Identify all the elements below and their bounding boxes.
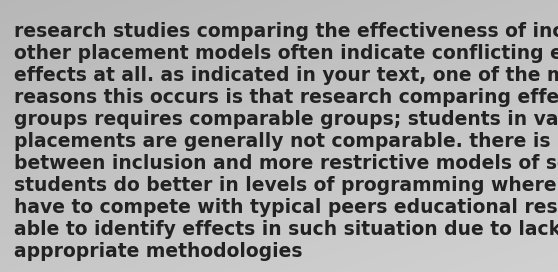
Text: placements are generally not comparable. there is no difference: placements are generally not comparable.… [14, 132, 558, 151]
Text: able to identify effects in such situation due to lack of: able to identify effects in such situati… [14, 220, 558, 239]
Text: reasons this occurs is that research comparing effects across: reasons this occurs is that research com… [14, 88, 558, 107]
Text: appropriate methodologies: appropriate methodologies [14, 242, 302, 261]
Text: groups requires comparable groups; students in various: groups requires comparable groups; stude… [14, 110, 558, 129]
Text: other placement models often indicate conflicting effects or no: other placement models often indicate co… [14, 44, 558, 63]
Text: have to compete with typical peers educational research is not: have to compete with typical peers educa… [14, 198, 558, 217]
Text: between inclusion and more restrictive models of service: between inclusion and more restrictive m… [14, 154, 558, 173]
Text: students do better in levels of programming where they do not: students do better in levels of programm… [14, 176, 558, 195]
Text: effects at all. as indicated in your text, one of the most likely: effects at all. as indicated in your tex… [14, 66, 558, 85]
Text: research studies comparing the effectiveness of inclusion with: research studies comparing the effective… [14, 22, 558, 41]
